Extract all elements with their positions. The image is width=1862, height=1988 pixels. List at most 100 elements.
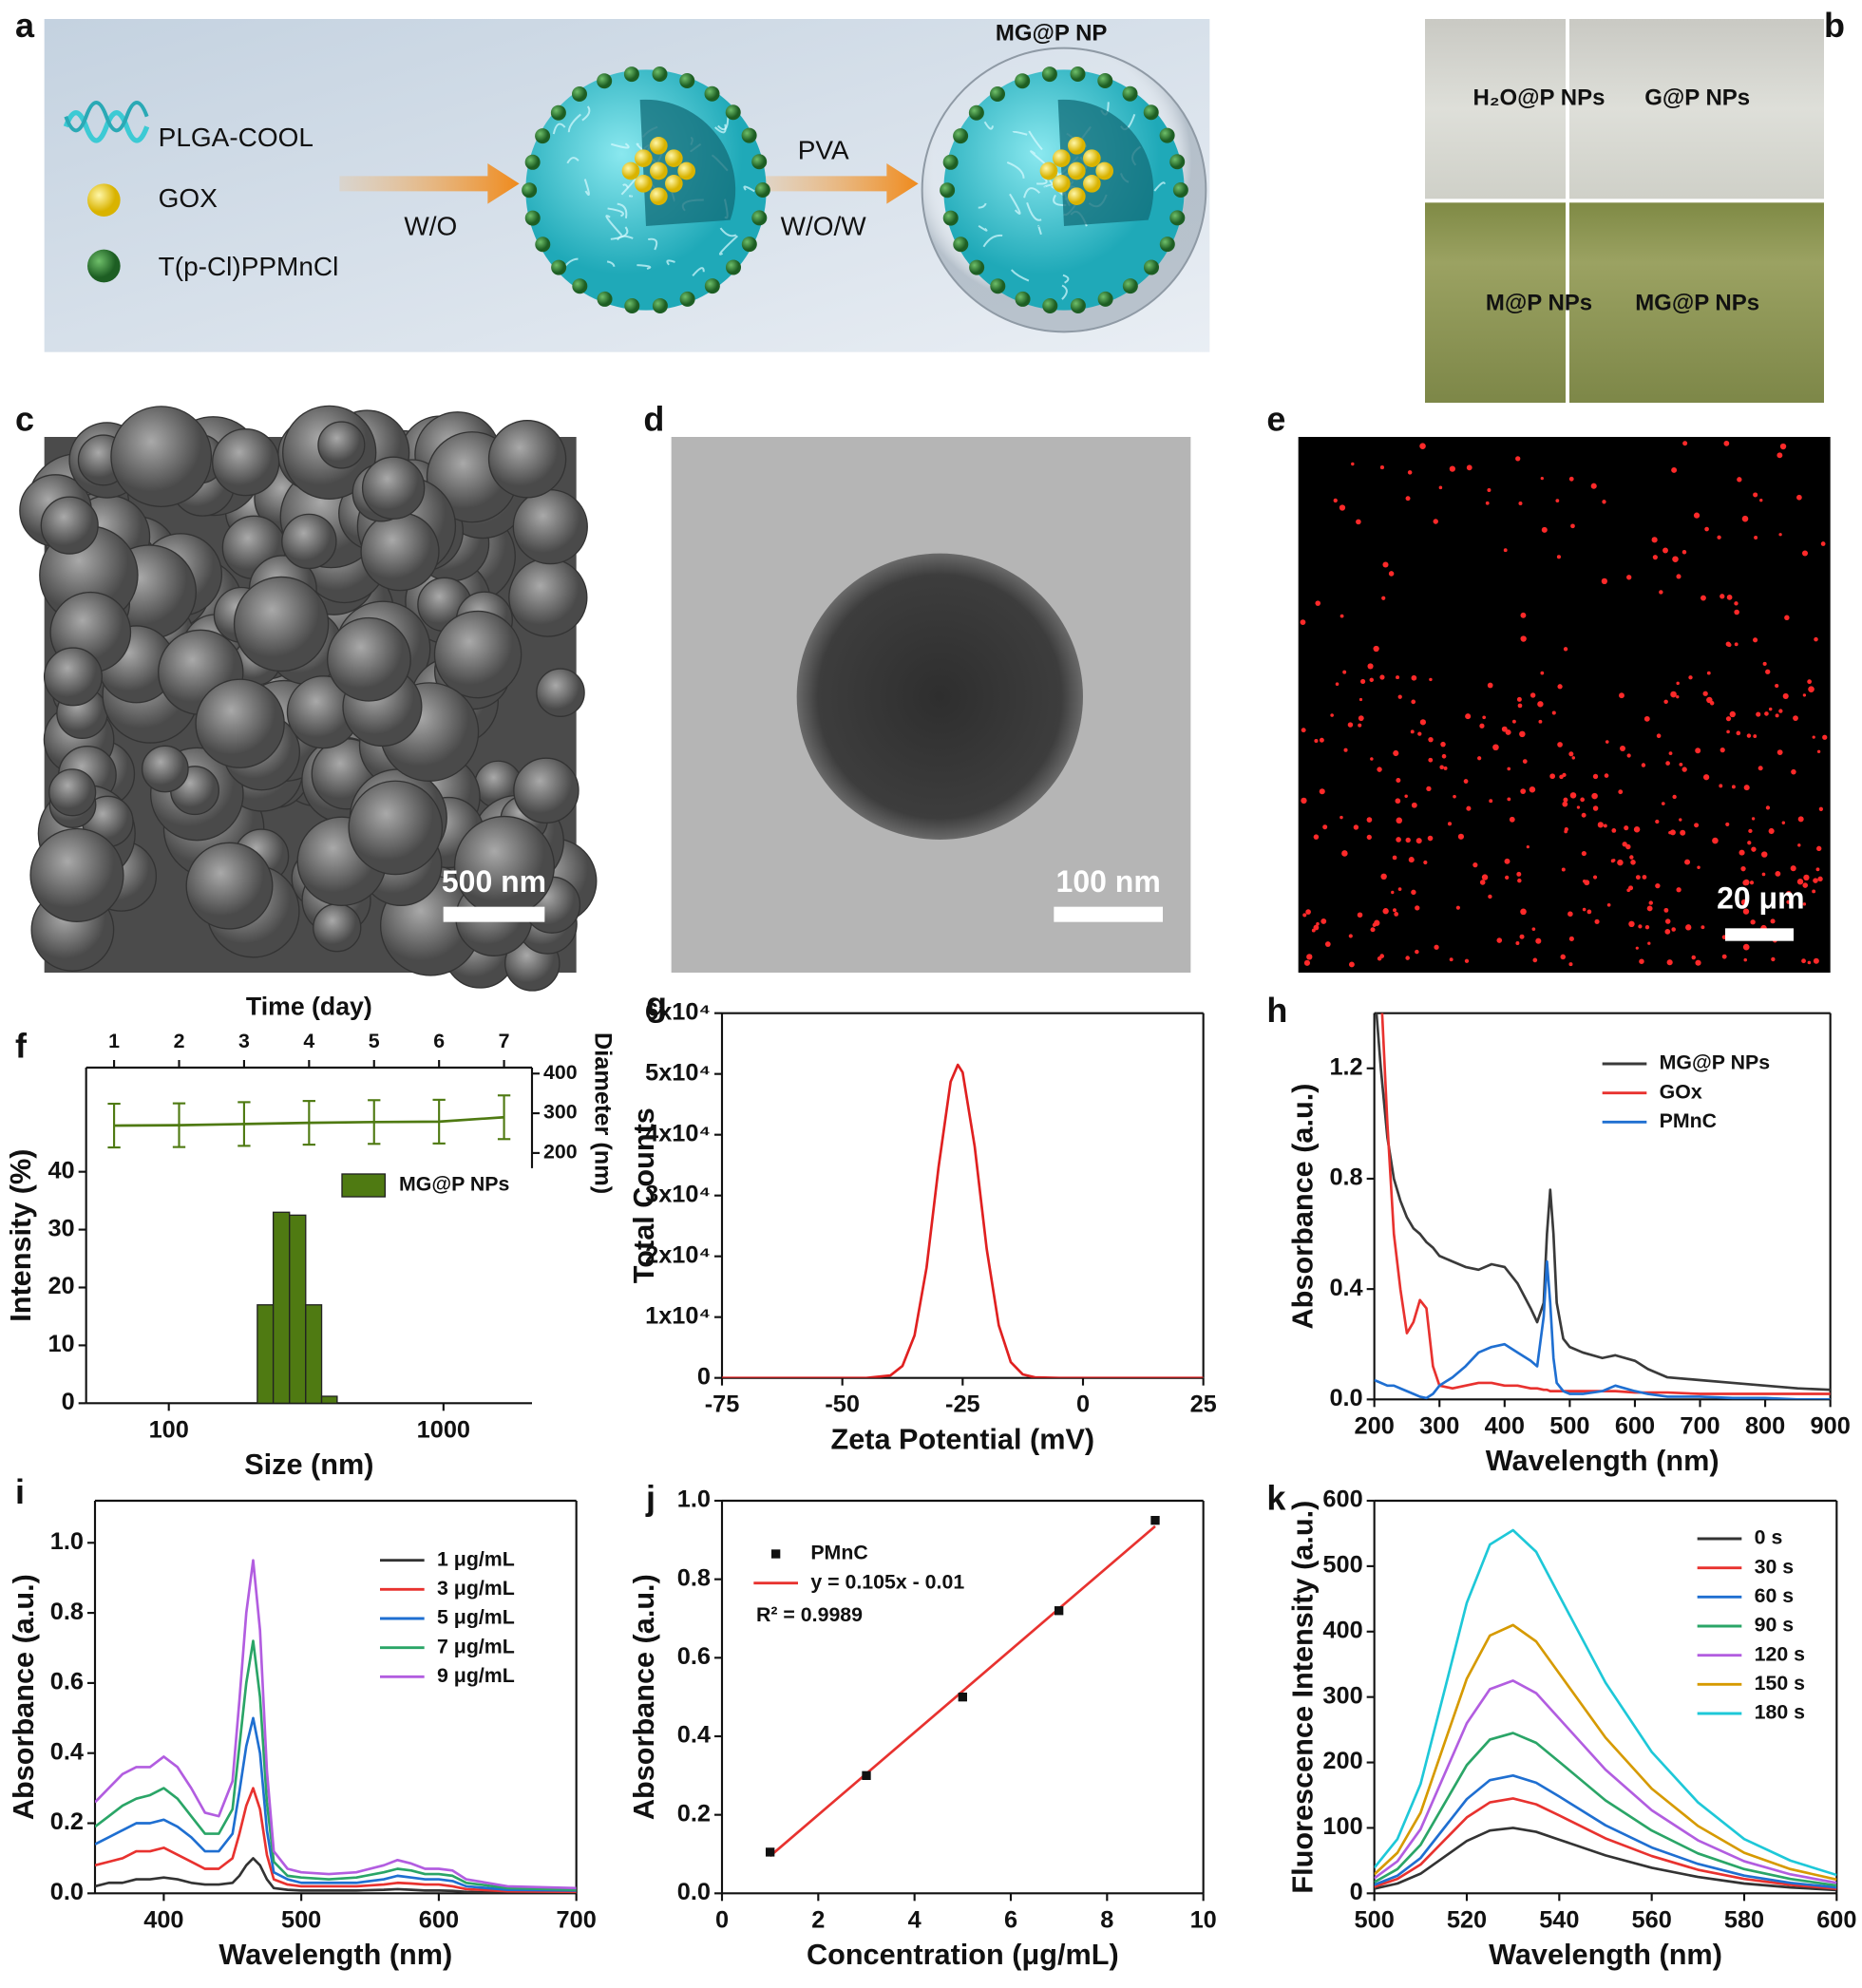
red-dot xyxy=(1515,456,1521,462)
polymer-strand xyxy=(583,179,590,196)
red-dot xyxy=(1416,838,1422,844)
red-dot xyxy=(1762,661,1767,666)
red-dot xyxy=(1796,879,1804,885)
porphyrin-sphere xyxy=(551,259,567,275)
red-dot xyxy=(1373,645,1379,653)
porphyrin-sphere xyxy=(704,85,720,102)
sem-particles xyxy=(19,405,598,992)
red-dot xyxy=(1405,956,1410,960)
y-tick-label: 300 xyxy=(1322,1682,1362,1709)
red-dot xyxy=(1449,957,1454,962)
legend-label: 1 μg/mL xyxy=(437,1547,515,1570)
polymer-strand xyxy=(1009,193,1021,215)
y-tick-label: 0 xyxy=(62,1389,75,1415)
y-tick-label: 0.4 xyxy=(677,1722,711,1749)
red-dot xyxy=(1377,767,1382,772)
red-dot xyxy=(1770,918,1776,924)
sem-particle xyxy=(433,610,522,699)
red-dot xyxy=(1751,846,1757,852)
data-line xyxy=(94,1716,577,1892)
y2-axis-title: Diameter (nm) xyxy=(590,1032,617,1194)
legend-label: MG@P NPs xyxy=(399,1173,509,1196)
x2-tick-label: 7 xyxy=(499,1030,510,1052)
red-dot xyxy=(1814,636,1818,642)
y-axis-title: Absorbance (a.u.) xyxy=(8,1574,40,1820)
gox-sphere xyxy=(634,174,653,193)
red-dot xyxy=(1753,492,1758,498)
red-dot xyxy=(1726,729,1730,734)
porphyrin-sphere xyxy=(942,210,959,226)
data-line xyxy=(94,1787,577,1894)
red-dot xyxy=(1676,694,1680,699)
scale-bar xyxy=(443,906,545,922)
red-dot xyxy=(1629,855,1634,860)
y-tick-label: 100 xyxy=(1322,1813,1362,1840)
photo xyxy=(1424,202,1566,403)
y-axis-title: Intensity (%) xyxy=(5,1149,37,1322)
red-dot xyxy=(1322,824,1328,830)
red-dot xyxy=(1742,908,1750,915)
data-line xyxy=(94,1639,577,1891)
fluorescence-dots xyxy=(1300,440,1828,968)
panel-label: h xyxy=(1266,991,1287,1030)
red-dot xyxy=(1518,502,1523,506)
red-dot xyxy=(1449,465,1455,472)
red-dot xyxy=(1672,794,1677,800)
red-dot xyxy=(1408,857,1415,863)
red-dot xyxy=(1370,927,1376,933)
porphyrin-sphere xyxy=(1143,104,1159,121)
y-tick-label: 40 xyxy=(48,1157,74,1183)
step-label: W/O xyxy=(404,211,457,240)
porphyrin-sphere xyxy=(968,104,984,121)
polymer-strand xyxy=(692,267,705,277)
porphyrin-sphere xyxy=(597,291,613,307)
sem-particle xyxy=(110,406,213,508)
sem-particle xyxy=(195,678,285,768)
arrow xyxy=(750,162,919,204)
x2-tick-label: 1 xyxy=(108,1030,120,1052)
red-dot xyxy=(1635,946,1639,950)
porphyrin-sphere xyxy=(679,291,695,307)
red-dot xyxy=(1816,845,1822,852)
red-dot xyxy=(1348,934,1353,938)
red-dot xyxy=(1465,713,1472,720)
panel-label: b xyxy=(1824,6,1845,45)
red-dot xyxy=(1313,834,1320,840)
polymer-strand xyxy=(983,121,995,130)
red-dot xyxy=(1695,959,1701,966)
y-tick-label: 0 xyxy=(1350,1879,1363,1905)
sem-particle xyxy=(141,745,189,793)
red-dot xyxy=(1655,819,1660,824)
red-dot xyxy=(1663,699,1668,705)
red-dot xyxy=(1725,641,1731,647)
red-dot xyxy=(1781,821,1786,824)
red-dot xyxy=(1761,872,1766,877)
y-tick-label: 1.0 xyxy=(50,1528,84,1555)
sem-particle xyxy=(361,456,426,520)
polymer-strand xyxy=(606,260,616,268)
polymer-strand xyxy=(607,207,624,218)
x-tick-label: 25 xyxy=(1190,1392,1217,1418)
red-dot xyxy=(1594,918,1600,924)
red-dot xyxy=(1661,802,1665,805)
red-dot xyxy=(1663,907,1669,913)
porphyrin-sphere xyxy=(652,297,668,313)
x-tick-label: -75 xyxy=(705,1392,740,1418)
red-dot xyxy=(1315,600,1321,606)
histogram-bar xyxy=(305,1304,323,1404)
red-dot xyxy=(1428,757,1434,763)
red-dot xyxy=(1668,751,1673,756)
x-tick-label: 10 xyxy=(1190,1906,1217,1933)
porphyrin-sphere xyxy=(725,259,741,275)
red-dot xyxy=(1807,960,1812,965)
porphyrin-sphere xyxy=(524,154,541,170)
red-dot xyxy=(1731,785,1736,789)
step-label: W/O/W xyxy=(781,211,867,240)
x2-tick-label: 4 xyxy=(303,1030,314,1052)
y-tick-label: 0 xyxy=(697,1363,711,1390)
red-dot xyxy=(1642,875,1647,880)
sem-particle xyxy=(536,668,585,717)
y-tick-label: 1x10⁴ xyxy=(645,1302,711,1329)
red-dot xyxy=(1597,822,1604,828)
porphyrin-sphere xyxy=(535,237,551,253)
